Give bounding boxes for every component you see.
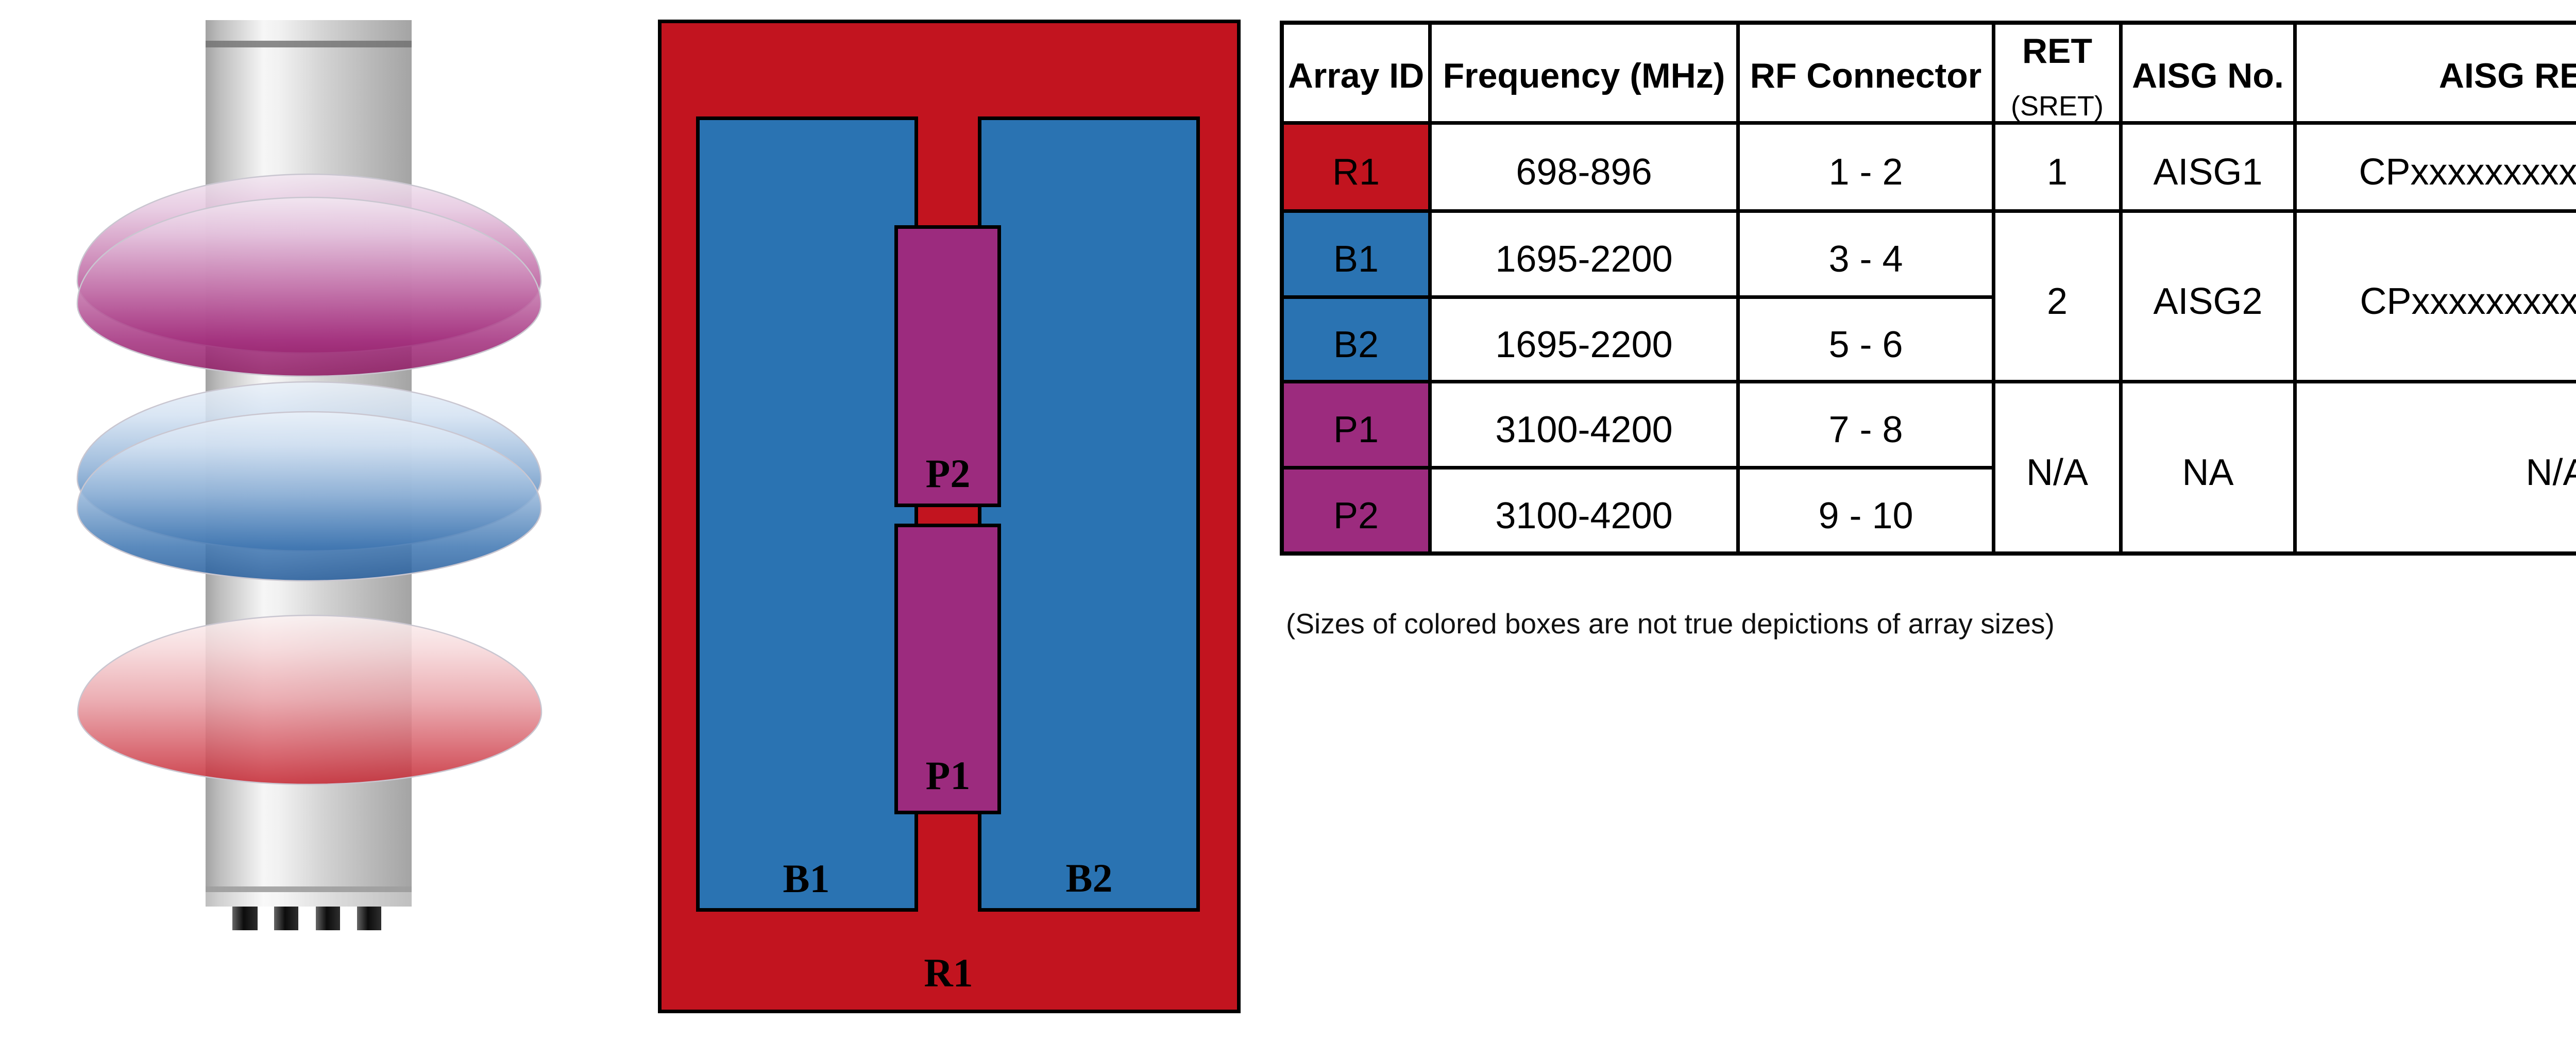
svg-text:B2: B2	[1065, 856, 1112, 900]
svg-text:R1: R1	[924, 950, 973, 995]
svg-text:P2: P2	[926, 451, 971, 496]
svg-text:B1: B1	[783, 856, 829, 901]
svg-text:P1: P1	[926, 753, 971, 798]
